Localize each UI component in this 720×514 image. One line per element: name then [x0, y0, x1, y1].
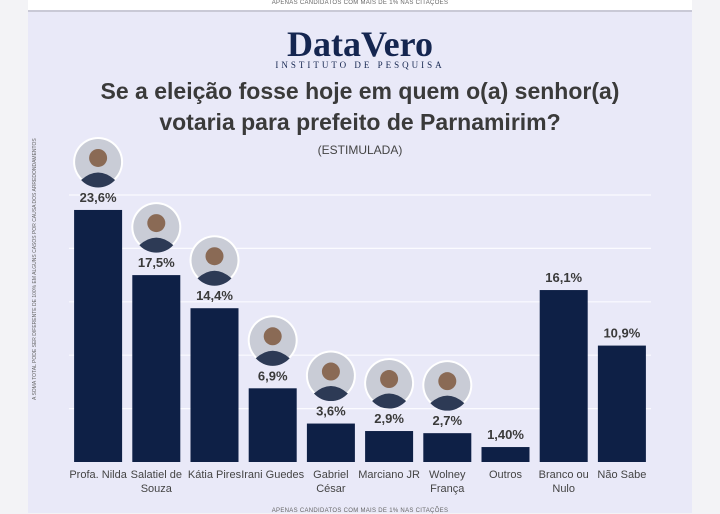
photo-body: [372, 393, 407, 409]
candidate-photo: [247, 315, 298, 366]
x-tick-label: Irani Guedes: [241, 469, 305, 481]
x-tick-label: Não Sabe: [597, 469, 647, 481]
value-label: 2,7%: [432, 413, 462, 428]
photo-head: [89, 148, 108, 167]
bar: [481, 447, 530, 462]
candidate-photo: [189, 235, 240, 286]
candidate-photo: [131, 202, 182, 253]
photo-head: [263, 327, 282, 346]
photo-head: [147, 214, 166, 233]
photo-head: [205, 247, 224, 266]
x-tick-label: Salatiel de Souza: [130, 469, 182, 495]
logo-subtitle: INSTITUTO DE PESQUISA: [275, 60, 445, 70]
value-label: 14,4%: [196, 288, 233, 303]
photo-head: [380, 370, 399, 389]
value-label: 23,6%: [80, 190, 117, 205]
photo-body: [255, 350, 290, 366]
value-label: 6,9%: [258, 368, 288, 383]
value-label: 16,1%: [545, 270, 582, 285]
photo-body: [139, 237, 174, 253]
value-label: 17,5%: [138, 255, 175, 270]
bar: [190, 308, 239, 462]
value-label: 10,9%: [603, 326, 640, 341]
chart-subtitle: (ESTIMULADA): [317, 143, 403, 157]
value-label: 1,40%: [487, 427, 524, 442]
bar: [306, 423, 355, 462]
x-tick-label: Profa. Nilda: [69, 469, 127, 481]
photo-body: [313, 386, 348, 402]
x-tick-label: Gabriel César: [313, 469, 349, 495]
top-note: APENAS CANDIDATOS COM MAIS DE 1% NAS CIT…: [271, 0, 449, 6]
photo-head: [321, 362, 340, 381]
candidate-photo: [73, 136, 124, 188]
bottom-note: APENAS CANDIDATOS COM MAIS DE 1% NAS CIT…: [271, 508, 449, 514]
bar: [248, 388, 297, 462]
bar: [365, 431, 414, 462]
x-tick-label: Branco ou Nulo: [538, 469, 589, 495]
candidate-photo: [305, 350, 356, 402]
x-tick-label: Kátia Pires: [187, 469, 242, 481]
candidate-photo: [422, 360, 473, 411]
bar: [539, 290, 588, 462]
logo: DataVero: [287, 24, 433, 64]
candidate-photo: [364, 358, 415, 409]
value-label: 3,6%: [316, 404, 346, 419]
bar: [132, 275, 181, 462]
bar: [597, 345, 646, 462]
photo-body: [430, 395, 465, 411]
photo-head: [438, 372, 457, 391]
photo-body: [81, 172, 116, 188]
x-tick-label: Outros: [488, 469, 522, 481]
photo-body: [197, 270, 232, 286]
x-tick-label: Marciano JR: [358, 469, 420, 481]
bar: [74, 209, 123, 462]
bar: [423, 433, 472, 462]
value-label: 2,9%: [374, 411, 404, 426]
chart-title: Se a eleição fosse hoje em quem o(a) sen…: [100, 78, 620, 135]
x-tick-label: Wolney França: [429, 469, 466, 495]
top-bar: [28, 0, 692, 12]
